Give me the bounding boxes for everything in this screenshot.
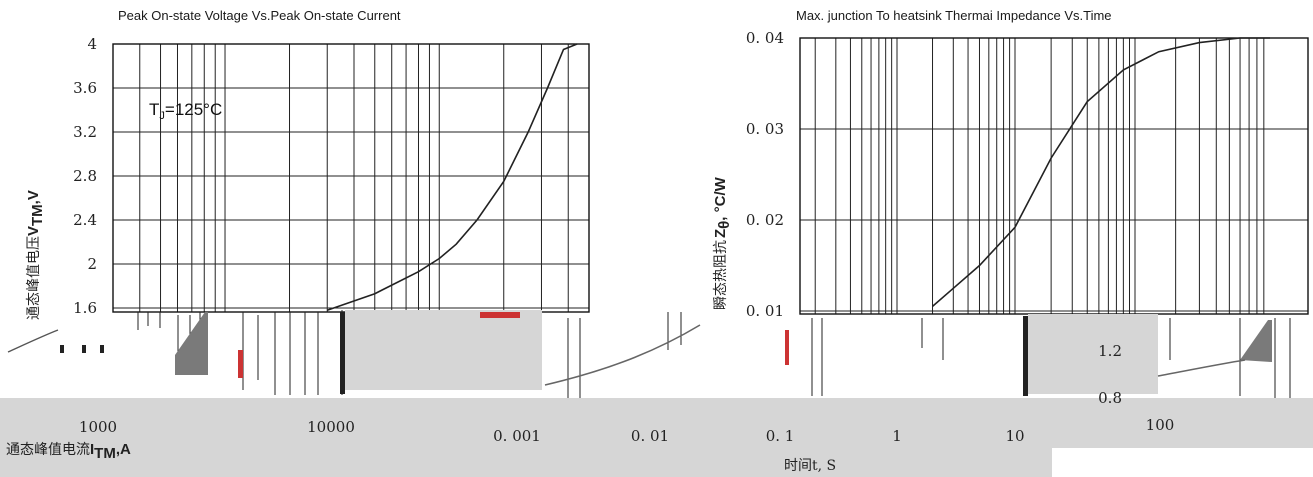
x-tick-label: 10 bbox=[1005, 427, 1024, 445]
gray-block bbox=[1028, 314, 1158, 394]
y-tick-label: 3.6 bbox=[73, 79, 97, 97]
voltage-current-chart: Peak On-state Voltage Vs.Peak On-state C… bbox=[25, 8, 590, 320]
residue-tick-label: 0.8 bbox=[1098, 389, 1122, 407]
y-tick-label: 1.6 bbox=[73, 299, 97, 317]
grid bbox=[112, 43, 590, 312]
residue-red-mark bbox=[238, 350, 243, 378]
x-tick-label: 0. 01 bbox=[631, 427, 669, 445]
impedance-curve bbox=[931, 37, 1270, 308]
y-tick-label: 2.4 bbox=[73, 211, 97, 229]
y-tick-label: 0. 04 bbox=[746, 29, 784, 47]
chart-title: Peak On-state Voltage Vs.Peak On-state C… bbox=[118, 8, 401, 23]
x-tick-label: 100 bbox=[1146, 416, 1175, 434]
series-line bbox=[931, 37, 1270, 308]
residue-red-mark bbox=[785, 330, 789, 365]
x-tick-label: 1000 bbox=[79, 418, 117, 436]
x-tick-labels: 1000 10000 bbox=[79, 418, 355, 436]
chart-title: Max. junction To heatsink Thermai Impeda… bbox=[796, 8, 1112, 23]
y-tick-label: 0. 01 bbox=[746, 302, 784, 320]
lower-residue-band: 1000 10000 0. 001 0. 01 0. 1 1 10 100 通态峰值电流IT… bbox=[0, 310, 1313, 477]
y-tick-label: 4 bbox=[87, 35, 97, 53]
y-tick-labels: 00. 010. 020. 030. 04 bbox=[512, 29, 784, 415]
residue-red-mark bbox=[480, 312, 520, 318]
x-axis-label: 通态峰值电流ITM,A bbox=[6, 441, 131, 462]
y-tick-labels: 1.6 2 2.4 2.8 3.2 3.6 4 bbox=[73, 35, 97, 317]
y-tick-label: 0. 02 bbox=[746, 211, 784, 229]
voltage-curve bbox=[326, 43, 578, 311]
gray-block bbox=[345, 310, 542, 390]
white-patch bbox=[1052, 448, 1313, 477]
residue-curve bbox=[1157, 359, 1246, 377]
plot-frame bbox=[799, 37, 1309, 315]
residue-dot bbox=[60, 345, 64, 353]
y-tick-label: 0. 03 bbox=[746, 120, 784, 138]
y-tick-label: 3.2 bbox=[73, 123, 97, 141]
x-tick-labels: 0. 001 0. 01 0. 1 1 10 100 bbox=[493, 416, 1174, 445]
x-tick-label: 0. 001 bbox=[493, 427, 541, 445]
temperature-annotation: TJ=125°C bbox=[149, 100, 222, 122]
residue-wedge bbox=[1240, 320, 1272, 362]
x-tick-label: 1 bbox=[892, 427, 902, 445]
y-axis-label: 瞬态热阻抗Zθ, °C/W bbox=[712, 176, 733, 310]
y-tick-label: 2 bbox=[87, 255, 97, 273]
residue-bar bbox=[340, 312, 345, 394]
thermal-impedance-chart: Max. junction To heatsink Thermai Impeda… bbox=[512, 8, 1309, 415]
residue-tick-label: 1.2 bbox=[1098, 342, 1122, 360]
grid bbox=[800, 37, 1308, 314]
x-axis-label: 时间t, S bbox=[784, 458, 836, 474]
residue-dot bbox=[82, 345, 86, 353]
y-axis-label: 通态峰值电压VTM,V bbox=[25, 190, 46, 320]
residue-bar bbox=[1023, 316, 1028, 396]
x-tick-label: 0. 1 bbox=[766, 427, 795, 445]
x-tick-label: 10000 bbox=[307, 418, 355, 436]
y-tick-label: 2.8 bbox=[73, 167, 97, 185]
residue-marks bbox=[7, 310, 1291, 398]
residue-curve bbox=[544, 324, 701, 386]
residue-wedge bbox=[175, 312, 208, 375]
plot-frame bbox=[112, 43, 590, 313]
residue-curve bbox=[7, 329, 59, 353]
residue-dot bbox=[100, 345, 104, 353]
series-line bbox=[326, 43, 578, 311]
